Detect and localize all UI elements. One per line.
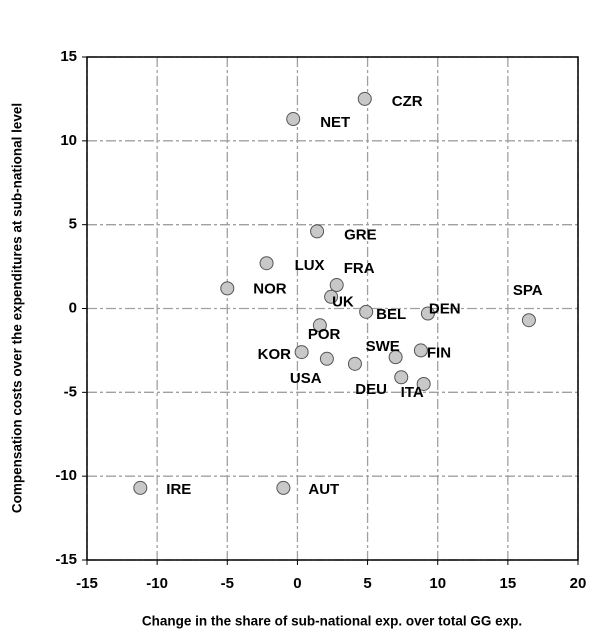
y-axis-title: Compensation costs over the expenditures… [10,103,25,513]
point [310,224,325,239]
point [394,370,409,385]
x-tick-label: 20 [570,575,587,592]
point [319,351,334,366]
x-tick-label: -15 [76,575,98,592]
point [357,91,372,106]
point [286,112,301,127]
point [259,256,274,271]
point-label: DEN [429,300,461,317]
x-tick-label: 15 [500,575,517,592]
x-axis-title: Change in the share of sub-national exp.… [142,614,522,629]
point [420,306,435,321]
x-tick-label: 0 [293,575,301,592]
x-tick-label: -5 [221,575,234,592]
point-label: KOR [258,346,292,363]
y-tick-label: 15 [60,48,77,65]
point [329,278,344,293]
point-label: NOR [253,280,286,297]
y-tick-label: 5 [69,216,77,233]
point-label: LUX [295,257,325,274]
point-label: ITA [401,384,424,401]
point-label: FRA [344,260,375,277]
plot-frame [86,56,579,561]
point [133,480,148,495]
y-tick-label: 0 [69,299,77,316]
point [521,313,536,328]
point-label: UK [332,294,354,311]
point [347,356,362,371]
point-label: USA [290,370,322,387]
point-label: POR [308,326,341,343]
y-tick-label: 10 [60,132,77,149]
point [220,281,235,296]
x-tick-label: 10 [429,575,446,592]
point-label: AUT [308,481,339,498]
point [312,318,327,333]
point [416,376,431,391]
point-label: BEL [376,306,406,323]
y-tick-label: -15 [55,551,77,568]
point-label: GRE [344,226,377,243]
point-label: CZR [392,93,423,110]
y-tick-label: -5 [64,383,77,400]
point-label: FIN [427,344,451,361]
point [324,289,339,304]
x-tick-label: 5 [363,575,371,592]
point-label: NET [320,114,350,131]
point [413,343,428,358]
y-tick-label: -10 [55,467,77,484]
point-label: IRE [166,481,191,498]
point-label: SPA [513,282,543,299]
point [359,304,374,319]
point [294,345,309,360]
point [388,350,403,365]
point [276,480,291,495]
x-tick-label: -10 [146,575,168,592]
point-label: DEU [355,381,387,398]
point-label: SWE [366,338,400,355]
